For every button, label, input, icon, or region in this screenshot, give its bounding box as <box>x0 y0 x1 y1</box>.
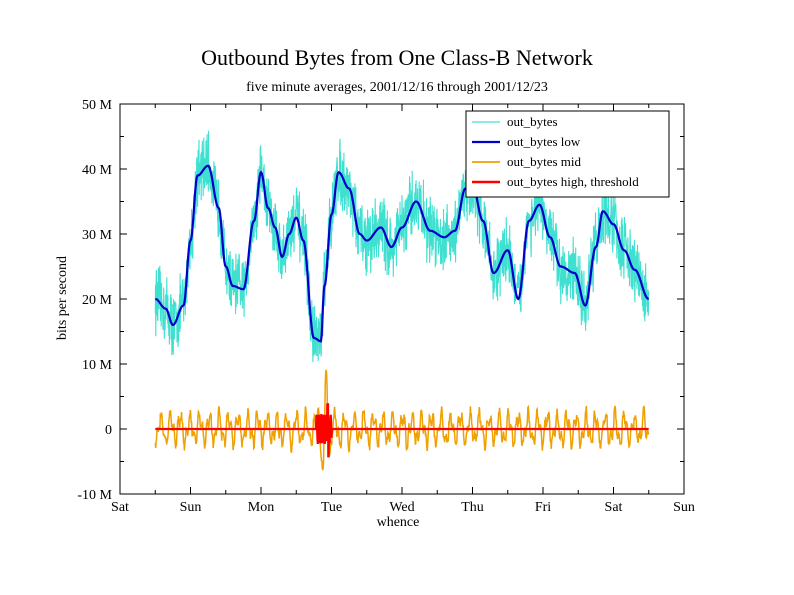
series-out-bytes-mid <box>154 369 650 472</box>
y-tick-label: 30 M <box>82 228 113 243</box>
x-tick-label: Sat <box>605 500 623 515</box>
chart-subtitle: five minute averages, 2001/12/16 through… <box>246 80 548 95</box>
y-axis-label: bits per second <box>55 256 70 340</box>
series-out-bytes-low <box>155 164 650 343</box>
x-tick-label: Sun <box>180 500 202 515</box>
axis-ticks <box>119 103 685 495</box>
x-tick-label: Tue <box>321 500 342 515</box>
series-out-bytes-high-threshold <box>155 403 649 458</box>
y-tick-label: 40 M <box>82 163 113 178</box>
chart-title: Outbound Bytes from One Class-B Network <box>201 45 593 70</box>
y-tick-label: 20 M <box>82 293 113 308</box>
legend: out_bytes out_bytes low out_bytes mid out_b… <box>465 110 670 198</box>
legend-label: out_bytes low <box>507 134 581 149</box>
legend-label: out_bytes mid <box>507 154 582 169</box>
x-tick-label: Wed <box>389 500 414 515</box>
series-out-bytes <box>154 130 650 363</box>
legend-label: out_bytes <box>507 114 558 129</box>
x-tick-label: Thu <box>461 500 484 515</box>
plot-series <box>154 130 650 472</box>
x-tick-label: Mon <box>248 500 274 515</box>
y-tick-label: -10 M <box>77 488 112 503</box>
y-tick-label: 10 M <box>82 358 113 373</box>
y-tick-labels: -10 M 0 10 M 20 M 30 M 40 M 50 M <box>77 98 112 503</box>
x-tick-labels: Sat Sun Mon Tue Wed Thu Fri Sat Sun <box>111 500 695 515</box>
y-tick-label: 0 <box>105 423 112 438</box>
legend-entries: out_bytes out_bytes low out_bytes mid out_b… <box>472 114 639 189</box>
x-axis-label: whence <box>377 515 420 530</box>
x-tick-label: Sun <box>673 500 695 515</box>
x-tick-label: Fri <box>535 500 551 515</box>
x-tick-label: Sat <box>111 500 129 515</box>
legend-label: out_bytes high, threshold <box>507 174 639 189</box>
y-tick-label: 50 M <box>82 98 113 113</box>
